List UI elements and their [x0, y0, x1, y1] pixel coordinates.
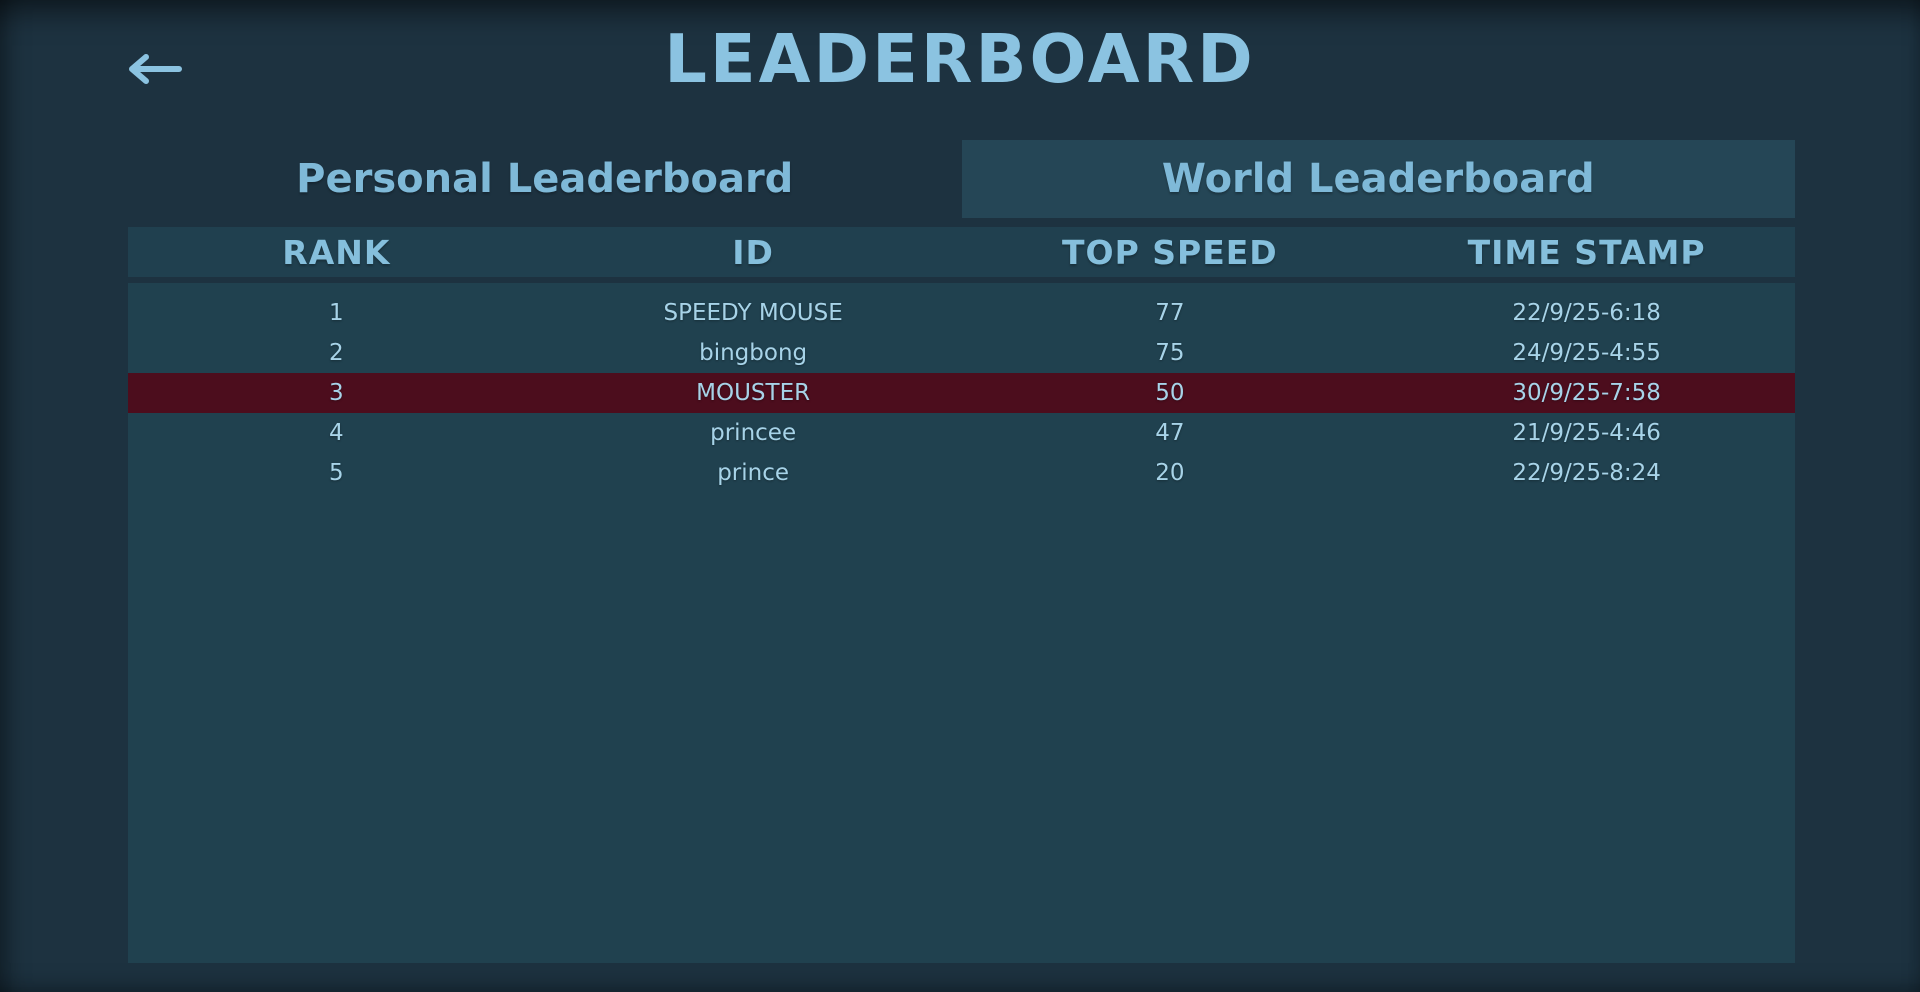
cell-rank: 2 — [329, 340, 344, 366]
cell-time-stamp: 30/9/25-7:58 — [1512, 380, 1661, 406]
cell-top-speed: 47 — [1155, 420, 1185, 446]
tab-label: World Leaderboard — [1161, 156, 1595, 202]
leaderboard-table-body: 1 SPEEDY MOUSE 77 22/9/25-6:18 2 bingbon… — [128, 283, 1795, 963]
tab-personal-leaderboard[interactable]: Personal Leaderboard — [128, 140, 962, 218]
back-button[interactable] — [124, 52, 184, 86]
cell-top-speed: 20 — [1155, 460, 1185, 486]
tab-world-leaderboard[interactable]: World Leaderboard — [961, 140, 1795, 218]
column-header-id: ID — [732, 232, 774, 272]
cell-time-stamp: 21/9/25-4:46 — [1512, 420, 1661, 446]
table-row: 2 bingbong 75 24/9/25-4:55 — [128, 333, 1795, 373]
page-title: LEADERBOARD — [664, 20, 1256, 98]
leaderboard-tabs: Personal Leaderboard World Leaderboard — [128, 140, 1795, 218]
cell-time-stamp: 24/9/25-4:55 — [1512, 340, 1661, 366]
cell-top-speed: 77 — [1155, 300, 1185, 326]
cell-id: bingbong — [699, 340, 808, 366]
cell-rank: 1 — [329, 300, 344, 326]
table-row: 1 SPEEDY MOUSE 77 22/9/25-6:18 — [128, 293, 1795, 333]
cell-id: SPEEDY MOUSE — [663, 300, 843, 326]
cell-id: prince — [717, 460, 790, 486]
leaderboard-panel: Personal Leaderboard World Leaderboard R… — [128, 140, 1795, 963]
table-row: 5 prince 20 22/9/25-8:24 — [128, 453, 1795, 493]
cell-rank: 3 — [329, 380, 344, 406]
column-header-rank: RANK — [282, 232, 391, 272]
cell-rank: 4 — [329, 420, 344, 446]
cell-time-stamp: 22/9/25-6:18 — [1512, 300, 1661, 326]
cell-time-stamp: 22/9/25-8:24 — [1512, 460, 1661, 486]
left-arrow-icon — [124, 52, 184, 86]
cell-id: MOUSTER — [696, 380, 811, 406]
table-row: 4 princee 47 21/9/25-4:46 — [128, 413, 1795, 453]
cell-top-speed: 75 — [1155, 340, 1185, 366]
cell-rank: 5 — [329, 460, 344, 486]
table-header: RANK ID TOP SPEED TIME STAMP — [128, 227, 1795, 277]
column-header-top-speed: TOP SPEED — [1062, 232, 1278, 272]
tab-label: Personal Leaderboard — [296, 156, 794, 202]
table-row: 3 MOUSTER 50 30/9/25-7:58 — [128, 373, 1795, 413]
cell-id: princee — [710, 420, 797, 446]
column-header-time-stamp: TIME STAMP — [1467, 232, 1706, 272]
cell-top-speed: 50 — [1155, 380, 1185, 406]
